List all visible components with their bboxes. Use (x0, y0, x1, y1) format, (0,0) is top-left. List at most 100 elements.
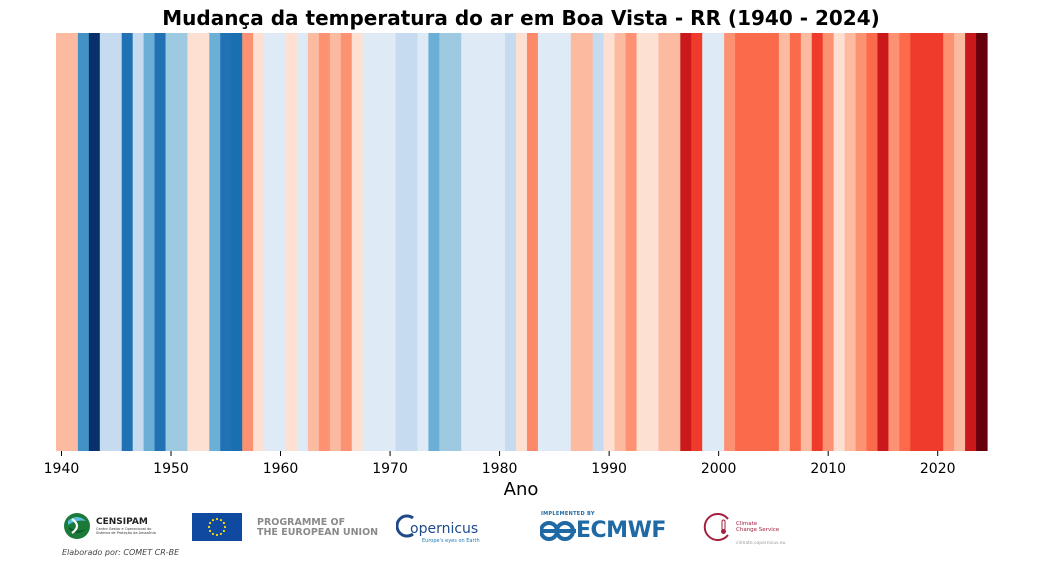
stripe-1975 (439, 33, 451, 451)
stripe-2006 (778, 33, 791, 451)
stripe-1964 (318, 33, 331, 451)
stripe-1944 (99, 33, 112, 451)
stripe-1998 (691, 33, 703, 451)
stripe-2018 (910, 33, 922, 451)
ecmwf-logo: IMPLEMENTED BY ECMWF (540, 511, 685, 545)
stripe-1971 (395, 33, 408, 451)
stripe-1951 (176, 33, 189, 451)
c3s-logo: Climate Change Service climate.copernicu… (702, 513, 802, 546)
copernicus-c-icon (396, 514, 414, 538)
stripe-2005 (767, 33, 780, 451)
stripe-2019 (921, 33, 933, 451)
eu-star-icon (222, 529, 226, 533)
stripe-1961 (286, 33, 298, 451)
stripe-1963 (307, 33, 320, 451)
censipam-subtitle: Centro Gestor e Operacional do Sistema d… (96, 527, 156, 535)
stripe-2022 (954, 33, 966, 451)
stripe-1958 (253, 33, 265, 451)
stripe-2009 (811, 33, 824, 451)
stripe-1990 (603, 33, 616, 451)
stripe-2002 (735, 33, 747, 451)
eu-star-icon (215, 533, 219, 537)
ecmwf-word: ECMWF (576, 518, 666, 543)
stripe-1962 (296, 33, 309, 451)
stripe-1954 (209, 33, 221, 451)
stripe-1965 (329, 33, 342, 451)
x-tick-label: 2000 (701, 461, 737, 477)
eu-star-icon (215, 517, 219, 521)
stripe-2013 (855, 33, 868, 451)
stripe-1983 (526, 33, 539, 451)
stripe-1994 (647, 33, 660, 451)
stripe-2024 (976, 33, 988, 451)
ecmwf-waves-icon (540, 521, 576, 541)
c3s-url: climate.copernicus.eu (736, 541, 786, 546)
eu-stars-icon (207, 517, 227, 537)
stripe-1960 (275, 33, 287, 451)
stripe-1949 (154, 33, 167, 451)
eu-star-icon (219, 518, 223, 522)
eu-line1: PROGRAMME OF (257, 517, 346, 528)
stripe-1999 (702, 33, 714, 451)
stripe-1957 (242, 33, 254, 451)
stripe-2001 (724, 33, 736, 451)
eu-flag-icon (192, 513, 242, 541)
x-tick-label: 1940 (44, 461, 80, 477)
x-tick-label: 1980 (482, 461, 518, 477)
eu-star-icon (222, 521, 226, 525)
stripe-1940 (56, 33, 68, 451)
stripe-2007 (789, 33, 802, 451)
stripe-1966 (340, 33, 353, 451)
eu-star-icon (211, 518, 215, 522)
x-tick-label: 2010 (810, 461, 846, 477)
stripe-1993 (636, 33, 649, 451)
censipam-name: CENSIPAM (96, 517, 148, 527)
thermometer-icon (703, 513, 729, 541)
stripe-1978 (472, 33, 484, 451)
stripe-1982 (516, 33, 528, 451)
stripe-2023 (965, 33, 977, 451)
stripe-1955 (220, 33, 232, 451)
stripe-1988 (581, 33, 594, 451)
stripe-1950 (165, 33, 178, 451)
eu-star-icon (219, 532, 223, 536)
stripe-1942 (77, 33, 90, 451)
stripe-1976 (450, 33, 462, 451)
c3s-title: Climate Change Service (736, 521, 779, 533)
stripe-1984 (537, 33, 550, 451)
warming-stripes-chart: 1940 1950 1960 1970 1980 1990 2000 2010 2020 (44, 33, 988, 477)
stripes-group (56, 33, 988, 451)
x-axis-label: Ano (503, 479, 539, 500)
stripe-1996 (669, 33, 681, 451)
x-tick-label: 1970 (372, 461, 408, 477)
eu-programme-text: PROGRAMME OF THE EUROPEAN UNION (257, 518, 378, 538)
x-axis-ticks: 1940 1950 1960 1970 1980 1990 2000 2010 2020 (44, 451, 956, 477)
stripe-1974 (428, 33, 440, 451)
stripe-2008 (800, 33, 813, 451)
x-tick-label: 2020 (920, 461, 956, 477)
credit-text: Elaborado por: COMET CR-BE (62, 548, 180, 557)
stripe-2003 (746, 33, 758, 451)
x-tick-label: 1950 (153, 461, 189, 477)
stripe-1991 (614, 33, 627, 451)
eu-star-icon (223, 525, 227, 529)
stripe-1952 (187, 33, 199, 451)
stripe-1947 (132, 33, 145, 451)
stripe-1972 (406, 33, 419, 451)
stripe-1992 (625, 33, 638, 451)
eu-star-icon (208, 521, 212, 525)
stripe-1986 (559, 33, 572, 451)
stripe-1956 (231, 33, 243, 451)
stripe-1989 (592, 33, 605, 451)
stripe-1968 (362, 33, 375, 451)
stripe-2000 (713, 33, 725, 451)
x-tick-label: 1990 (591, 461, 627, 477)
stripe-2016 (888, 33, 900, 451)
stripe-1970 (384, 33, 397, 451)
stripe-2011 (833, 33, 846, 451)
copernicus-word: opernicus (410, 521, 479, 537)
eu-star-icon (211, 532, 215, 536)
stripe-2014 (866, 33, 879, 451)
stripe-1946 (121, 33, 134, 451)
ecmwf-implemented-by: IMPLEMENTED BY (541, 511, 595, 517)
